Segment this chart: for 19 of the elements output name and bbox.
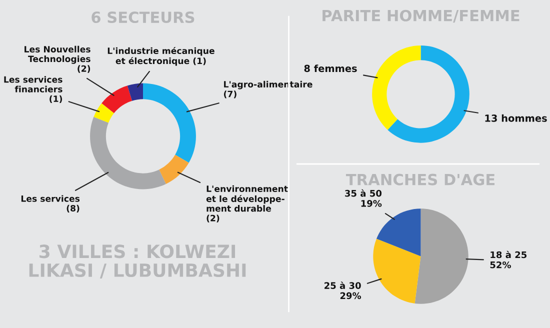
slice-label: L'environnement et le développe- ment durable (206, 185, 288, 212)
slice-label: 18 à 25 (490, 250, 527, 258)
data-label: (2) (78, 65, 90, 73)
data-label: 52% (490, 261, 511, 268)
slice-label: L'agro-alimentaire (224, 80, 312, 90)
data-label: (7) (224, 90, 236, 98)
slice-label: L'industrie mécanique et électronique (1) (108, 47, 214, 66)
slice-label: Les services (21, 195, 80, 202)
slice-label: Les Nouvelles Technologies (24, 46, 90, 64)
slice-label: 8 femmes (304, 64, 357, 72)
data-label: (1) (50, 95, 62, 104)
slice-label: 25 à 30 (324, 282, 361, 289)
slice-label: Les services financiers (4, 76, 62, 92)
data-label: 19% (361, 200, 382, 207)
slice-label: 35 à 50 (345, 189, 382, 197)
data-label: 29% (340, 292, 362, 300)
data-label: (2) (206, 214, 220, 222)
slice-label: 13 hommes (485, 114, 547, 122)
data-label: (8) (66, 204, 80, 213)
